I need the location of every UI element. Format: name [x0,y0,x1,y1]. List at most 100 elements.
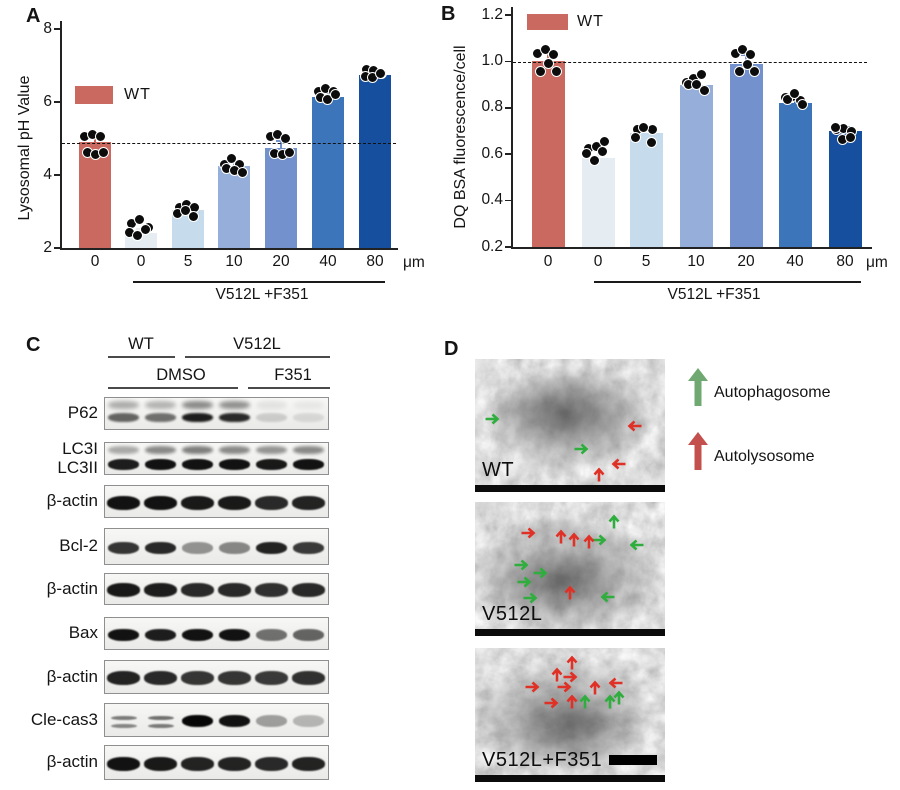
blot-band [219,715,250,727]
blot-band [182,412,213,422]
blot-label: P62 [67,403,98,422]
blot-label: β-actin [46,752,98,771]
blot-band [256,412,287,422]
chart-a-bar [359,74,391,248]
em-autophagosome-arrow-icon [484,411,500,427]
blot-band [219,541,250,554]
em-autophagosome-arrow-icon [513,557,529,573]
chart-b-y-tick-label: 0.4 [481,191,503,209]
chart-b-x-tick-label: 10 [687,253,705,270]
blot-box [104,703,329,737]
em-autolysosome-arrow-icon [608,675,624,691]
em-image-v512l: V512L [475,502,665,636]
chart-b-data-dot [744,48,756,60]
chart-b-data-dot [788,88,800,100]
blot-band [107,671,140,685]
chart-b-data-dot [844,132,856,144]
autophagosome-legend-label: Autophagosome [714,384,831,401]
chart-a-y-tick-mark [54,28,62,30]
chart-b-bar [778,103,812,247]
chart-b-bar [531,61,565,247]
blot-band [218,671,251,685]
chart-b-unit-label: μm [866,254,888,271]
chart-a-data-dot [139,224,151,236]
chart-b-y-tick-label: 0.6 [481,144,503,162]
autophagosome-arrow-icon [688,368,708,406]
panel-c-label: C [26,334,41,356]
em-autophagosome-arrow-icon [516,574,532,590]
blot-band [292,756,325,771]
chart-a-y-tick-mark [54,101,62,103]
em-info-strip [475,775,665,782]
em-autophagosome-arrow-icon [577,694,593,710]
chart-b-y-tick-mark [505,153,513,156]
chart-b-x-tick-label: 40 [786,253,804,270]
blot-header-f351-underline [248,387,330,389]
blot-band-lc3ii [219,459,250,470]
em-autolysosome-arrow-icon [562,585,578,601]
chart-b-legend-label: WT [577,13,604,30]
chart-a-y-tick-mark [54,174,62,176]
chart-a-data-dot [225,153,237,165]
chart-b-x-tick-label: 20 [737,253,755,270]
blot-band [255,671,288,685]
blot-band-lc3ii [145,459,176,470]
blot-band [145,541,176,554]
chart-b-bar [729,63,763,247]
blot-band-doublet [147,715,174,721]
chart-a-x-axis [60,248,398,250]
blot-band [107,583,140,597]
chart-b-data-dot [695,68,707,80]
chart-b-x-axis [511,247,872,249]
blot-band-lc3i [182,446,213,454]
em-autolysosome-arrow-icon [564,694,580,710]
em-autolysosome-arrow-icon [562,669,578,685]
blot-band-lc3ii [108,459,139,470]
blot-header-f351: F351 [274,366,312,384]
chart-a-data-dot [279,133,291,144]
chart-b-error-bar [645,126,647,141]
blot-label: LC3II [57,457,98,477]
chart-a-error-bar [280,140,282,155]
chart-b-data-dot [550,66,562,78]
blot-band [293,628,324,641]
chart-a-x-tick-label: 20 [272,253,290,270]
chart-b-data-dot [781,94,793,106]
blot-band [145,628,176,641]
chart-b-data-dot [637,122,649,134]
em-autolysosome-arrow-icon [591,467,607,483]
chart-a-x-tick-label: 10 [225,253,243,270]
blot-band [255,756,288,771]
em-image-label: WT [482,459,515,481]
chart-b-data-dot [645,137,657,149]
chart-a-reference-dashed-line [62,142,396,144]
em-image-wt: WT [475,359,665,492]
blot-header-wt-underline [108,356,175,358]
blot-band [182,541,213,554]
blot-band-lc3ii [293,459,324,470]
blot-band [218,756,251,771]
em-autophagosome-arrow-icon [591,532,607,548]
em-autolysosome-arrow-icon [627,418,643,434]
chart-a-data-dot [283,146,295,158]
blot-band-lc3i [293,446,324,454]
chart-b-y-tick-mark [505,107,513,109]
blot-band-doublet [147,723,174,729]
chart-a-y-axis [60,21,62,248]
blot-band [108,541,139,554]
chart-b-bar [581,157,615,247]
blot-band [255,495,288,510]
chart-a-legend-label: WT [124,86,151,103]
chart-a-data-dot [374,68,386,80]
chart-a-x-tick-label: 80 [366,253,384,270]
em-autolysosome-arrow-icon [543,695,559,711]
chart-b-x-tick-label: 80 [836,253,854,270]
em-autolysosome-arrow-icon [520,525,536,541]
chart-a-legend-swatch [75,86,113,104]
chart-a-data-dot [97,146,109,158]
chart-b-x-tick-label: 0 [593,253,603,270]
blot-band [256,628,287,641]
blot-box [104,745,329,780]
blot-box [104,442,329,475]
chart-a-x-tick-label: 0 [136,253,146,270]
